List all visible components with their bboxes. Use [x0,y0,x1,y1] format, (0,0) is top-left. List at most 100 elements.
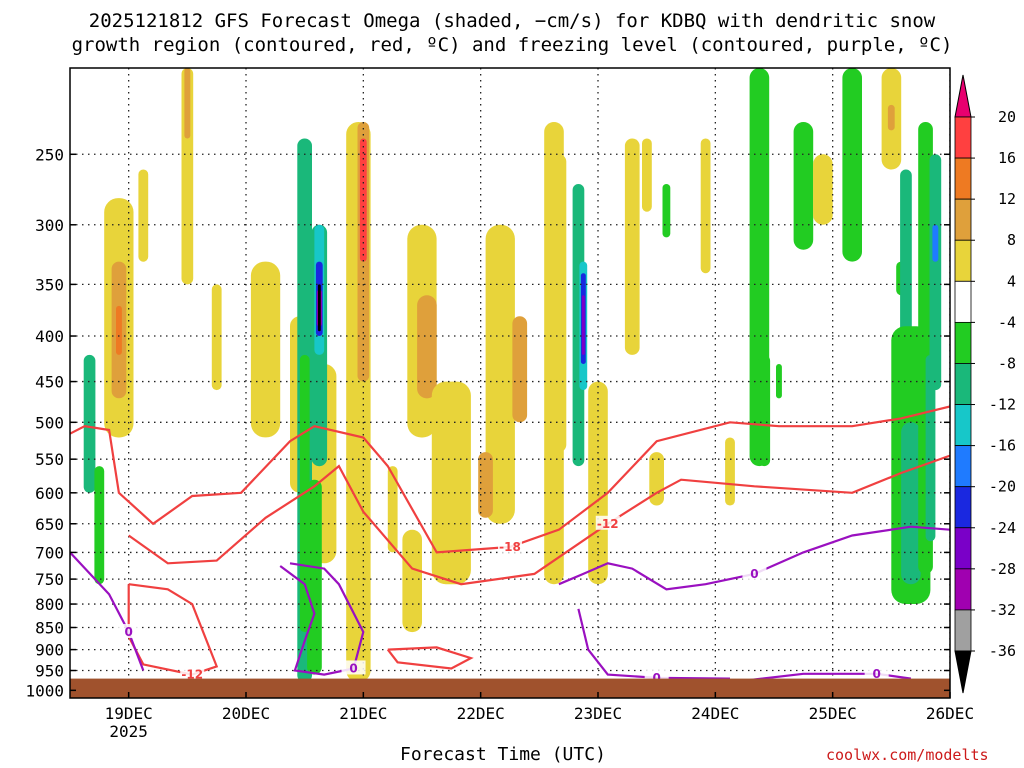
colorbar-segment [954,363,972,405]
terrain-ground [70,678,950,698]
omega-shading-cell [813,154,833,225]
omega-shading-cell [478,452,493,518]
omega-shading-cell [925,354,936,542]
omega-shading-cell [94,466,105,585]
freezing-contour-label-bg [116,624,141,639]
colorbar-label: 8 [1007,231,1016,249]
colorbar-segment [954,568,972,611]
dgz-contour-label: -18 [499,540,521,554]
omega-shading-cell [793,122,814,250]
omega-shading-cell [317,284,321,332]
freezing-contour-label: 0 [349,661,357,675]
omega-shading-cell [116,305,122,355]
omega-shading-cell [83,354,96,493]
freezing-contour [558,525,950,591]
freezing-contour [279,562,365,676]
omega-shading-cell [929,154,942,391]
y-tick-label: 750 [35,570,64,589]
omega-shading-cell [417,295,437,399]
credit-link[interactable]: coolwx.com/modelts [826,746,989,764]
omega-shading-cell [184,68,191,139]
colorbar-label: -36 [989,642,1016,660]
dgz-contour-label-bg [180,666,205,681]
colorbar-label: -28 [989,560,1016,578]
colorbar-label: 20 [998,108,1016,126]
y-tick-label: 900 [35,641,64,660]
freezing-contour-label-bg [341,660,366,675]
colorbar-segment [954,486,972,529]
chart-title-line2: growth region (contoured, red, ºC) and f… [71,34,953,56]
plot-frame [69,67,951,699]
x-tick-label: 26DEC [926,704,974,723]
omega-shading-cell [662,184,671,238]
colorbar-label: 12 [998,190,1016,208]
y-tick-label: 500 [35,413,64,432]
omega-shading-cell [431,381,471,585]
freezing-contour [70,551,145,671]
colorbar-segment [954,157,972,200]
omega-shading-cell [402,529,422,633]
omega-shading-cell [572,184,585,467]
dgz-contour-label: -12 [597,517,619,531]
freezing-contour-label: 0 [872,667,880,681]
y-tick-label: 250 [35,145,64,164]
omega-shading-cell [700,138,711,274]
freezing-contour-label: 0 [750,567,758,581]
colorbar-segment [954,527,972,570]
y-tick-label: 600 [35,484,64,503]
x-tick-label: 19DEC [105,704,153,723]
colorbar-segment [954,321,972,364]
colorbar-segment [954,404,972,447]
omega-shading-cell [649,452,664,506]
dgz-contour-label-bg [595,515,620,530]
colorbar-top-arrow [954,74,972,118]
omega-shading-cell [842,68,862,262]
x-tick-label: 25DEC [809,704,857,723]
colorbar-label: 16 [998,149,1016,167]
freezing-contour-label-bg [742,565,767,580]
x-axis-label: Forecast Time (UTC) [400,744,606,765]
x-tick-label: 23DEC [574,704,622,723]
omega-shading-cell [581,295,585,355]
colorbar-bottom-arrow [954,650,972,694]
y-tick-label: 800 [35,595,64,614]
x-tick-label: 21DEC [339,704,387,723]
colorbar-label: -4 [998,313,1016,331]
colorbar-label: 4 [1007,272,1016,290]
omega-shading-cell [485,224,515,524]
omega-shading-cell [307,479,322,675]
colorbar-label: -12 [989,396,1016,414]
omega-shading-cell [211,284,222,391]
y-tick-label: 950 [35,662,64,681]
omega-shading-cell [512,316,528,423]
freezing-contour [577,608,731,680]
omega-shading-cell [758,354,771,467]
colorbar-segment [954,445,972,488]
x-tick-label: 22DEC [457,704,505,723]
freezing-contour-label: 0 [124,625,132,639]
dgz-contour [128,454,950,586]
colorbar-segment [954,280,972,323]
colorbar-segment [954,239,972,282]
x-year-label: 2025 [109,722,148,741]
colorbar-label: -32 [989,601,1016,619]
y-tick-label: 550 [35,450,64,469]
chart-title-line1: 2025121812 GFS Forecast Omega (shaded, −… [88,10,936,32]
y-tick-label: 700 [35,543,64,562]
omega-shading-cell [387,466,398,553]
x-tick-label: 24DEC [691,704,739,723]
colorbar-segment [954,198,972,241]
colorbar-segment [954,609,972,652]
freezing-contour [744,672,912,682]
omega-shading-cell [887,104,895,131]
dgz-contour [386,646,474,670]
dgz-contour [70,405,950,554]
colorbar-label: -8 [998,354,1016,372]
omega-shading-cell [642,138,652,212]
y-tick-label: 450 [35,373,64,392]
colorbar-label: -16 [989,437,1016,455]
colorbar-label: -24 [989,519,1016,537]
y-tick-label: 350 [35,275,64,294]
omega-shading-cell [624,138,640,355]
